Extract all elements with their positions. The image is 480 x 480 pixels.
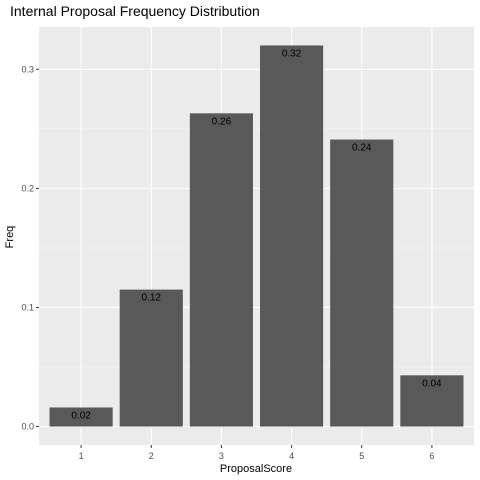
data-label: 0.04 [422, 378, 442, 389]
chart-title: Internal Proposal Frequency Distribution [10, 3, 260, 19]
data-label: 0.32 [282, 48, 302, 59]
x-tick-label: 4 [289, 451, 294, 461]
x-tick-label: 3 [219, 451, 224, 461]
y-tick-label: 0.0 [21, 422, 34, 432]
y-axis: 0.0 0.1 0.2 0.3 [21, 64, 39, 432]
x-axis: 1 2 3 4 5 6 [79, 445, 434, 461]
data-label: 0.02 [71, 410, 91, 421]
y-tick-label: 0.2 [21, 183, 34, 193]
data-label: 0.26 [212, 116, 232, 127]
bar [400, 375, 464, 427]
x-tick-label: 1 [79, 451, 84, 461]
data-label: 0.24 [352, 143, 372, 154]
bar [119, 289, 183, 427]
y-axis-title: Freq [4, 226, 16, 249]
x-axis-title: ProposalScore [220, 463, 292, 475]
x-tick-label: 2 [149, 451, 154, 461]
bar [189, 113, 253, 427]
y-tick-label: 0.1 [21, 302, 34, 312]
x-tick-label: 5 [359, 451, 364, 461]
data-labels: 0.02 0.12 0.26 0.32 0.24 0.04 [71, 48, 442, 421]
x-tick-label: 6 [429, 451, 434, 461]
data-label: 0.12 [142, 293, 162, 304]
bar [49, 407, 113, 427]
minor-gridlines [39, 128, 474, 368]
bar [260, 45, 324, 427]
y-tick-label: 0.3 [21, 64, 34, 74]
bar-series [49, 45, 464, 427]
bar [330, 139, 394, 427]
